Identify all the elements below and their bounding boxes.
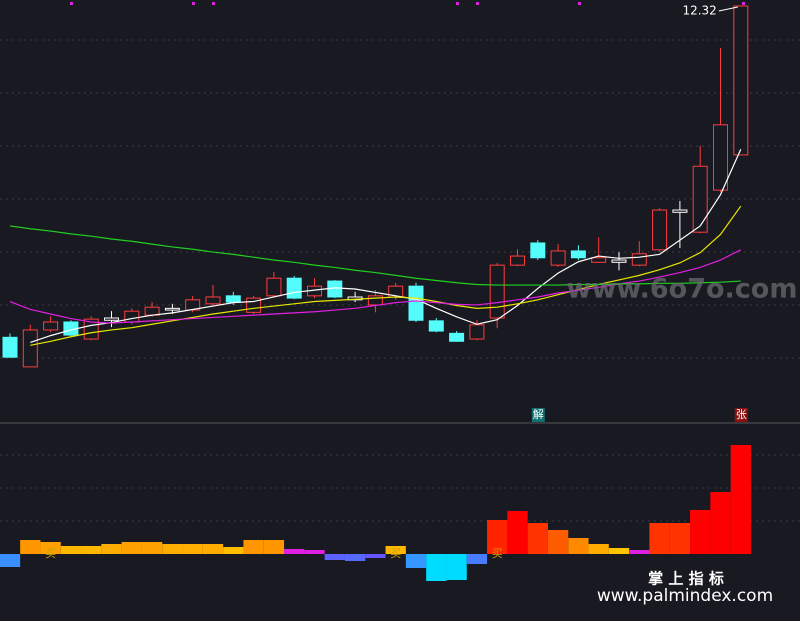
candle-body bbox=[428, 320, 444, 332]
ma-line bbox=[9, 225, 741, 286]
histogram-bar bbox=[20, 540, 41, 554]
histogram-bar bbox=[690, 510, 711, 554]
histogram-bar bbox=[710, 492, 731, 554]
histogram-bar bbox=[588, 544, 609, 554]
high-label: 12.32 bbox=[682, 4, 716, 18]
candle-body bbox=[652, 209, 668, 251]
histogram-bar bbox=[101, 544, 122, 554]
candle-body bbox=[469, 324, 485, 340]
histogram-bar bbox=[507, 511, 528, 554]
candle-body bbox=[550, 250, 566, 266]
candle-body bbox=[672, 209, 688, 213]
histogram-bar bbox=[487, 520, 508, 554]
histogram-bar bbox=[121, 542, 142, 554]
histogram-bar bbox=[40, 542, 61, 554]
marker-dot bbox=[476, 2, 479, 5]
histogram-bar bbox=[385, 546, 406, 554]
marker-dot bbox=[212, 2, 215, 5]
histogram-bar bbox=[608, 548, 630, 554]
histogram-bar bbox=[344, 554, 366, 561]
candle-body bbox=[611, 259, 627, 263]
histogram-bar bbox=[324, 554, 345, 560]
histogram-bar bbox=[426, 554, 447, 581]
watermark: www.6o7o.com bbox=[567, 274, 798, 305]
histogram-bar bbox=[365, 554, 386, 558]
candle-body bbox=[2, 336, 18, 358]
candle-body bbox=[570, 250, 586, 259]
histogram-bar bbox=[466, 554, 488, 564]
histogram-bar bbox=[141, 542, 163, 554]
candle-body bbox=[225, 295, 241, 303]
ma-line bbox=[30, 148, 742, 344]
candle-body bbox=[367, 295, 383, 306]
histogram-bar bbox=[202, 544, 224, 554]
buy-label: 买 bbox=[45, 547, 56, 560]
buy-label: 买 bbox=[492, 547, 503, 560]
candle-body bbox=[124, 310, 140, 323]
candle-body bbox=[43, 321, 59, 331]
histogram-bar bbox=[730, 445, 751, 554]
signal-label: 张 bbox=[736, 408, 747, 421]
candle-body bbox=[449, 332, 465, 342]
histogram-bar bbox=[0, 554, 21, 567]
candle-body bbox=[286, 277, 302, 299]
histogram-bar bbox=[223, 547, 244, 554]
signal-label: 解 bbox=[533, 407, 544, 421]
histogram-bar bbox=[162, 544, 183, 554]
candle-body bbox=[22, 329, 38, 368]
histogram-bar bbox=[547, 530, 569, 554]
candle-body bbox=[591, 257, 607, 263]
site: www.palmindex.com bbox=[597, 586, 773, 606]
signal-box bbox=[531, 408, 545, 422]
candle-body bbox=[144, 306, 160, 316]
candle-body bbox=[164, 307, 180, 311]
candle-body bbox=[692, 165, 708, 233]
high-arrow bbox=[718, 6, 738, 12]
candle-body bbox=[713, 124, 728, 191]
histogram-bar bbox=[182, 544, 203, 554]
histogram-bar bbox=[669, 523, 691, 554]
histogram-bar bbox=[629, 550, 650, 554]
candle-body bbox=[408, 285, 424, 321]
candle-body bbox=[104, 317, 119, 321]
marker-dot bbox=[578, 2, 581, 5]
histogram-bar bbox=[527, 523, 548, 554]
histogram-bar bbox=[649, 523, 670, 554]
marker-dot bbox=[70, 2, 73, 5]
histogram-bar bbox=[446, 554, 467, 580]
ma-line bbox=[30, 205, 742, 346]
candle-body bbox=[733, 5, 749, 156]
candle-body bbox=[510, 255, 525, 266]
candle-body bbox=[530, 242, 546, 259]
marker-dot bbox=[456, 2, 459, 5]
brand: 掌 上 指 标 bbox=[648, 570, 724, 588]
marker-dot bbox=[192, 2, 195, 5]
candle-body bbox=[266, 277, 282, 297]
histogram-bar bbox=[405, 554, 427, 568]
histogram-bar bbox=[81, 546, 102, 554]
signal-box bbox=[734, 408, 748, 422]
histogram-bar bbox=[304, 550, 325, 554]
marker-dot bbox=[742, 2, 745, 5]
buy-label: 买 bbox=[390, 547, 401, 560]
candle-body bbox=[205, 296, 221, 305]
histogram-bar bbox=[263, 540, 285, 554]
histogram-bar bbox=[243, 540, 264, 554]
histogram-bar bbox=[568, 538, 589, 554]
candle-body bbox=[631, 253, 647, 266]
candle-body bbox=[489, 264, 505, 319]
histogram-bar bbox=[284, 549, 305, 554]
histogram-bar bbox=[60, 546, 82, 554]
